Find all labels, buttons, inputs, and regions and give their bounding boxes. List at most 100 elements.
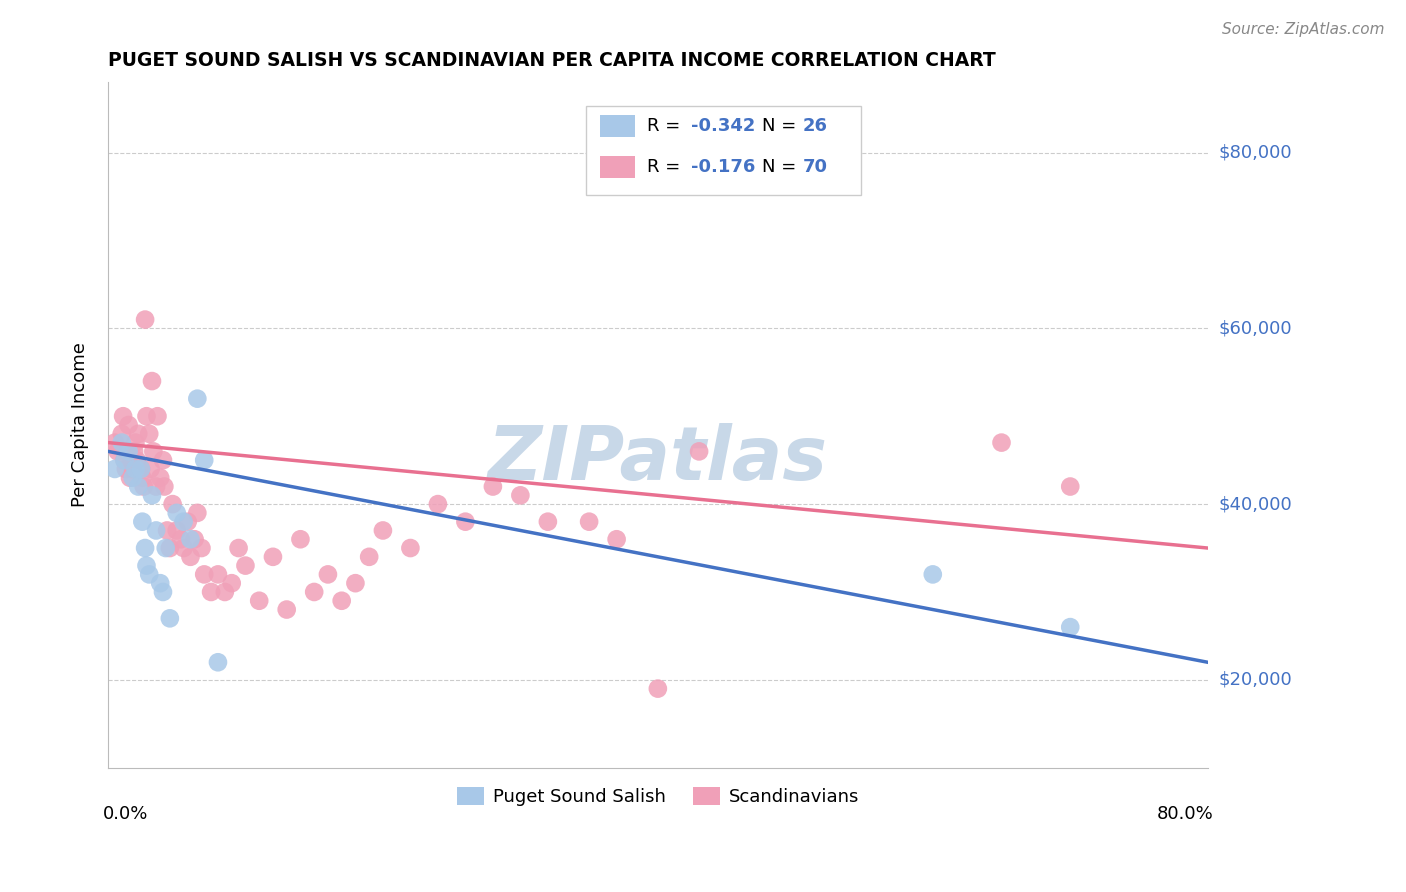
Point [155, 541, 177, 555]
Point [482, 479, 505, 493]
Point [183, 533, 205, 547]
Point [145, 524, 167, 538]
Point [426, 497, 449, 511]
Point [1059, 620, 1081, 634]
Point [454, 515, 477, 529]
Point [166, 506, 188, 520]
Text: R =: R = [647, 117, 686, 136]
Text: R =: R = [647, 159, 686, 177]
FancyBboxPatch shape [586, 106, 862, 195]
Point [359, 549, 381, 564]
Point [688, 444, 710, 458]
Point [399, 541, 422, 555]
Point [129, 462, 152, 476]
Point [134, 312, 156, 326]
Point [115, 444, 138, 458]
Text: Source: ZipAtlas.com: Source: ZipAtlas.com [1222, 22, 1385, 37]
Point [149, 576, 172, 591]
Point [124, 435, 146, 450]
Point [193, 567, 215, 582]
Point [190, 541, 212, 555]
Point [134, 541, 156, 555]
Point [125, 453, 148, 467]
Point [578, 515, 600, 529]
Point [117, 417, 139, 432]
Point [135, 409, 157, 424]
Point [156, 524, 179, 538]
Point [121, 462, 143, 476]
Point [120, 453, 142, 467]
Point [159, 541, 181, 555]
Text: $80,000: $80,000 [1219, 144, 1292, 161]
Y-axis label: Per Capita Income: Per Capita Income [72, 343, 89, 508]
Point [186, 506, 208, 520]
Point [141, 374, 163, 388]
Point [111, 426, 134, 441]
Point [131, 471, 153, 485]
Point [124, 462, 146, 476]
Point [135, 558, 157, 573]
Text: $60,000: $60,000 [1219, 319, 1292, 337]
Point [127, 426, 149, 441]
Text: PUGET SOUND SALISH VS SCANDINAVIAN PER CAPITA INCOME CORRELATION CHART: PUGET SOUND SALISH VS SCANDINAVIAN PER C… [108, 51, 995, 70]
Point [207, 567, 229, 582]
Point [104, 462, 127, 476]
Point [149, 471, 172, 485]
Point [114, 453, 136, 467]
Point [330, 593, 353, 607]
Point [129, 462, 152, 476]
Point [177, 515, 200, 529]
Text: N =: N = [762, 159, 803, 177]
Point [193, 453, 215, 467]
Point [228, 541, 250, 555]
Point [170, 533, 193, 547]
Point [118, 471, 141, 485]
Point [141, 488, 163, 502]
Point [921, 567, 943, 582]
Point [132, 479, 155, 493]
Point [104, 435, 127, 450]
Point [153, 479, 176, 493]
Text: $40,000: $40,000 [1219, 495, 1292, 513]
Point [302, 585, 325, 599]
Point [537, 515, 560, 529]
Point [138, 426, 160, 441]
Point [371, 524, 394, 538]
Text: $20,000: $20,000 [1219, 671, 1292, 689]
Text: -0.342: -0.342 [690, 117, 755, 136]
Point [107, 444, 129, 458]
Point [114, 453, 136, 467]
Point [276, 602, 298, 616]
Point [117, 444, 139, 458]
Point [316, 567, 339, 582]
Point [647, 681, 669, 696]
Point [200, 585, 222, 599]
Point [139, 462, 162, 476]
Point [131, 515, 153, 529]
Point [121, 471, 143, 485]
Point [112, 409, 135, 424]
Point [214, 585, 236, 599]
Text: -0.176: -0.176 [690, 159, 755, 177]
Point [262, 549, 284, 564]
FancyBboxPatch shape [599, 115, 634, 137]
Point [235, 558, 257, 573]
Point [152, 453, 174, 467]
Point [290, 533, 312, 547]
Point [221, 576, 243, 591]
Text: ZIPatlas: ZIPatlas [488, 423, 828, 496]
Point [145, 479, 167, 493]
Text: 26: 26 [803, 117, 828, 136]
Point [127, 479, 149, 493]
Point [162, 497, 184, 511]
Point [111, 435, 134, 450]
Point [344, 576, 367, 591]
Text: N =: N = [762, 117, 803, 136]
Legend: Puget Sound Salish, Scandinavians: Puget Sound Salish, Scandinavians [450, 780, 866, 814]
Point [173, 541, 195, 555]
Point [115, 462, 138, 476]
Point [509, 488, 531, 502]
Point [186, 392, 208, 406]
Text: 80.0%: 80.0% [1157, 805, 1213, 823]
Point [159, 611, 181, 625]
